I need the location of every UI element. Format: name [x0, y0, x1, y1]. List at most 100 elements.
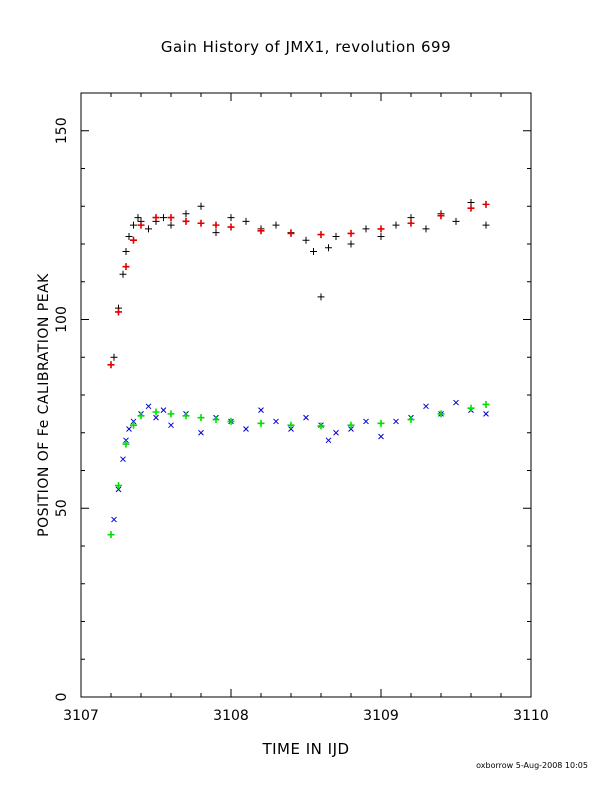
series-4-point: [482, 400, 490, 408]
series-4-point: [115, 482, 122, 490]
series-4-point: [347, 421, 355, 429]
series-2-point: [227, 223, 235, 231]
series-4-point: [257, 419, 265, 427]
series-3-point: [423, 403, 429, 410]
series-1-point: [197, 202, 205, 210]
series-2-point: [107, 361, 115, 369]
series-2-point: [317, 231, 325, 239]
x-tick-label: 3110: [513, 708, 549, 724]
y-tick-label: 50: [54, 499, 70, 517]
series-3-point: [483, 411, 489, 417]
series-2-point: [167, 214, 175, 222]
axis-ticks-layer: 0 50 100 150 3107 3108 3109 3110: [54, 93, 549, 724]
series-2-point: [212, 221, 220, 229]
y-axis-label: POSITION OF Fe CALIBRATION PEAK: [36, 273, 52, 537]
series-2-point: [407, 219, 415, 227]
x-tick-label: 3107: [63, 708, 99, 724]
series-4-point: [107, 531, 115, 539]
series-3-point: [168, 422, 174, 429]
series-4-point: [130, 421, 137, 429]
series-4-point: [197, 414, 205, 422]
series-3-point: [160, 407, 167, 413]
series-4-point: [227, 417, 235, 425]
x-tick-label: 3109: [363, 708, 399, 724]
series-2-point: [287, 229, 295, 237]
series-3-point: [120, 456, 126, 463]
series-1-point: [145, 225, 152, 233]
series-2-point: [482, 200, 490, 208]
series-3-point: [348, 426, 354, 432]
series-3-point: [123, 437, 129, 444]
series-3-point: [453, 399, 459, 406]
series-4-point: [317, 422, 325, 430]
x-tick-label: 3108: [213, 708, 249, 724]
series-4-point: [122, 440, 130, 448]
series-1-point: [310, 248, 317, 256]
series-3-point: [303, 414, 309, 421]
x-axis-label: TIME IN IJD: [262, 740, 350, 758]
series-4-point: [407, 416, 415, 424]
series-4-point: [152, 408, 160, 416]
series-2-point: [437, 212, 445, 220]
series-3-point: [333, 429, 339, 436]
series-4-point: [437, 410, 445, 418]
series-2-point: [182, 217, 190, 225]
series-1-point: [242, 217, 250, 225]
series-1-point: [272, 221, 280, 229]
series-2-point: [377, 225, 385, 233]
series-3-point: [393, 418, 399, 425]
series-3-point: [115, 486, 122, 493]
series-4-point: [137, 412, 145, 420]
series-3-point: [198, 429, 204, 436]
series-1-point: [130, 221, 137, 229]
series-3-point: [111, 516, 117, 523]
series-4-point: [167, 410, 175, 418]
series-1-point: [110, 353, 118, 361]
series-3-point: [145, 403, 152, 410]
series-1-point: [452, 217, 460, 225]
series-3-point: [288, 426, 294, 432]
series-1-point: [182, 210, 190, 218]
series-4-point: [182, 412, 190, 420]
series-4-point: [467, 404, 475, 412]
series-3-point: [243, 426, 249, 432]
series-3-point: [378, 433, 384, 440]
series-3-point: [363, 418, 369, 425]
series-2-point: [257, 227, 265, 235]
series-1-point: [325, 244, 332, 252]
series-1-point: [317, 293, 325, 301]
y-tick-label: 0: [54, 693, 70, 702]
series-2-point: [152, 214, 160, 222]
series-4-point: [377, 419, 385, 427]
series-3-point: [126, 426, 132, 432]
series-3-point: [273, 418, 279, 425]
series-3-point: [153, 414, 159, 421]
plot-frame: [80, 92, 532, 698]
series-1-point: [332, 232, 340, 240]
series-2-point: [122, 263, 130, 271]
series-3-point: [258, 407, 264, 413]
data-points-layer: [107, 198, 490, 539]
series-2-point: [115, 308, 122, 316]
series-2-point: [137, 221, 145, 229]
series-1-point: [227, 214, 235, 222]
series-1-point: [212, 229, 220, 237]
series-4-point: [287, 421, 295, 429]
series-2-point: [347, 229, 355, 237]
series-1-point: [377, 232, 385, 240]
series-2-point: [130, 236, 137, 244]
series-1-point: [122, 248, 130, 256]
series-1-point: [167, 221, 175, 229]
y-tick-label: 150: [54, 117, 70, 144]
series-4-point: [212, 416, 220, 424]
series-2-point: [197, 219, 205, 227]
series-2-point: [467, 204, 475, 212]
series-1-point: [422, 225, 430, 233]
chart-title: Gain History of JMX1, revolution 699: [160, 38, 452, 56]
series-3-point: [130, 418, 137, 425]
series-1-point: [160, 214, 167, 222]
series-1-point: [392, 221, 400, 229]
series-3-point: [325, 437, 332, 444]
series-1-point: [119, 270, 127, 278]
